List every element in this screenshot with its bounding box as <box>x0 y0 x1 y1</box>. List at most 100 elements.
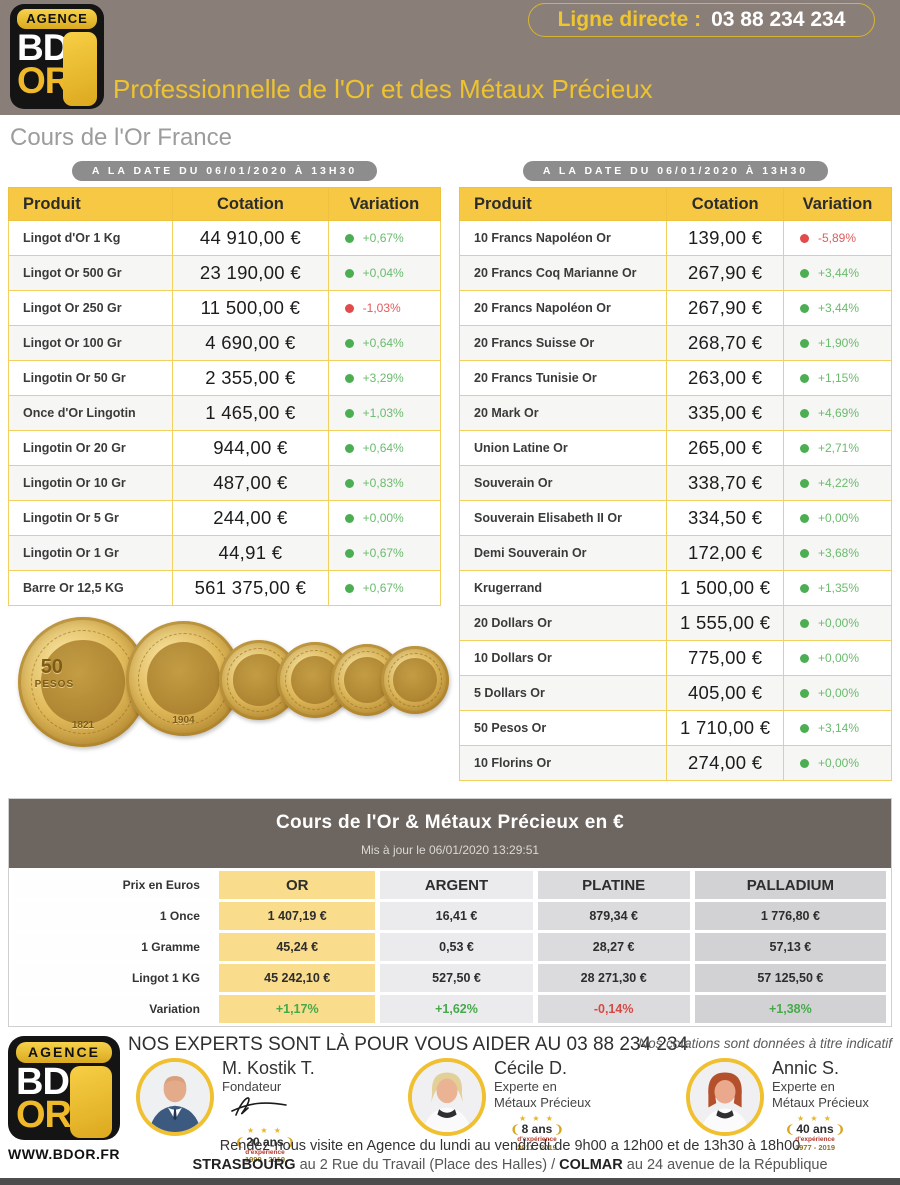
price-cell: 265,00 € <box>666 430 784 466</box>
price-cell: 267,90 € <box>666 290 784 326</box>
page-header: AGENCE BD OR Professionnelle de l'Or et … <box>0 0 900 115</box>
variation-cell: +0,00% <box>782 745 893 781</box>
badge-years: 8 ans <box>494 1123 580 1136</box>
logo-bd-text: BD <box>16 1061 70 1103</box>
expert-role: Experte en Métaux Précieux <box>772 1079 869 1111</box>
variation-value: +0,67% <box>362 546 404 560</box>
up-dot-icon <box>799 619 809 628</box>
up-dot-icon <box>344 234 354 243</box>
price-cell: 4 690,00 € <box>172 325 329 361</box>
price-cell: 263,00 € <box>666 360 784 396</box>
product-cell: 10 Francs Napoléon Or <box>458 220 668 256</box>
variation-cell: +3,29% <box>327 360 442 396</box>
metals-row: Variation +1,17% +1,62% -0,14% +1,38% <box>14 995 886 1023</box>
logo-agence-label: AGENCE <box>17 9 97 29</box>
product-cell: Demi Souverain Or <box>458 535 668 571</box>
founder-signature <box>231 1097 287 1117</box>
badge-year-range: 1977 - 2019 <box>794 1142 836 1152</box>
product-cell: Lingotin Or 5 Gr <box>7 500 174 536</box>
down-dot-icon <box>799 234 809 243</box>
variation-cell: +1,35% <box>782 570 893 606</box>
gold-bar-icon <box>63 32 97 106</box>
up-dot-icon <box>799 689 809 698</box>
variation-cell: +0,00% <box>782 640 893 676</box>
variation-value: +0,00% <box>817 616 860 630</box>
up-dot-icon <box>799 339 809 348</box>
badge-label: d'expérience <box>245 1149 285 1157</box>
metals-row: Lingot 1 KG 45 242,10 €527,50 €28 271,30 … <box>14 964 886 992</box>
metals-row-label: Lingot 1 KG <box>14 964 214 992</box>
product-cell: 5 Dollars Or <box>458 675 668 711</box>
coin-liberty: 1904 <box>126 621 241 736</box>
metal-price-cell: 1 407,19 € <box>218 902 376 930</box>
expert-photo <box>686 1058 764 1136</box>
page-title: Cours de l'Or France <box>10 124 232 151</box>
variation-value: +4,22% <box>817 476 860 490</box>
variation-value: +4,69% <box>817 406 860 420</box>
expert-photo <box>408 1058 486 1136</box>
logo-bd-text: BD <box>17 27 69 68</box>
up-dot-icon <box>344 409 354 418</box>
price-tables-section: A LA DATE DU 06/01/2020 À 13H30 Produit … <box>0 154 900 788</box>
variation-cell: -1,03% <box>327 290 442 326</box>
phone-direct-line[interactable]: Ligne directe : 03 88 234 234 <box>528 3 875 37</box>
table-row: 20 Dollars Or 1 555,00 € +0,00% <box>458 605 893 641</box>
product-cell: Lingot Or 500 Gr <box>7 255 174 291</box>
variation-cell: +3,44% <box>782 290 893 326</box>
variation-cell: +0,67% <box>327 570 442 606</box>
logo-agence-label: AGENCE <box>16 1042 112 1063</box>
product-cell: Barre Or 12,5 KG <box>7 570 174 606</box>
product-cell: Once d'Or Lingotin <box>7 395 174 431</box>
badge-stars-icon: ★ ★ ★ <box>247 1126 283 1136</box>
metal-price-cell: 45 242,10 € <box>218 964 376 992</box>
price-cell: 1 465,00 € <box>172 395 329 431</box>
metal-price-cell: 28,27 € <box>537 933 690 961</box>
variation-cell: +0,64% <box>327 430 442 466</box>
metals-row: 1 Once 1 407,19 €16,41 €879,34 €1 776,80 … <box>14 902 886 930</box>
price-cell: 1 555,00 € <box>666 605 784 641</box>
gold-bar-icon <box>70 1066 112 1138</box>
table-row: Souverain Elisabeth II Or 334,50 € +0,00% <box>458 500 893 536</box>
gold-coins-image: 50 PESOS 1821 1904 <box>8 610 449 788</box>
metals-header: Cours de l'Or & Métaux Précieux en € Mis… <box>9 799 891 868</box>
metal-variation-cell: +1,17% <box>218 995 376 1023</box>
product-cell: Lingotin Or 20 Gr <box>7 430 174 466</box>
variation-cell: +4,69% <box>782 395 893 431</box>
price-cell: 139,00 € <box>666 220 784 256</box>
badge-year-range: 2011 - 2019 <box>517 1142 557 1152</box>
badge-label: d'expérience <box>795 1136 835 1144</box>
variation-value: +1,35% <box>817 581 860 595</box>
variation-cell: +2,71% <box>782 430 893 466</box>
coin-year: 1904 <box>172 714 195 726</box>
table-row: 10 Francs Napoléon Or 139,00 € -5,89% <box>458 220 893 256</box>
metals-row-label: 1 Gramme <box>14 933 214 961</box>
lingots-column: A LA DATE DU 06/01/2020 À 13H30 Produit … <box>7 154 449 788</box>
price-cell: 11 500,00 € <box>172 290 329 326</box>
table-row: Lingotin Or 10 Gr 487,00 € +0,83% <box>7 465 442 501</box>
product-cell: 20 Dollars Or <box>458 605 668 641</box>
metals-row: 1 Gramme 45,24 €0,53 €28,27 €57,13 € <box>14 933 886 961</box>
variation-cell: +3,68% <box>782 535 893 571</box>
up-dot-icon <box>799 759 809 768</box>
coin-label: 50 <box>40 656 63 678</box>
price-cell: 44,91 € <box>172 535 329 571</box>
variation-cell: +1,90% <box>782 325 893 361</box>
variation-value: +3,44% <box>817 301 860 315</box>
metal-price-cell: 57 125,50 € <box>694 964 886 992</box>
metal-price-cell: 0,53 € <box>380 933 533 961</box>
badge-label: d'expérience <box>517 1136 557 1144</box>
table-row: Lingotin Or 50 Gr 2 355,00 € +3,29% <box>7 360 442 396</box>
up-dot-icon <box>799 724 809 733</box>
city-strasbourg: STRASBOURG <box>192 1157 296 1173</box>
website-link[interactable]: WWW.BDOR.FR <box>8 1146 121 1162</box>
up-dot-icon <box>344 269 354 278</box>
address-colmar: au 24 avenue de la République <box>622 1157 828 1173</box>
table-row: 20 Francs Tunisie Or 263,00 € +1,15% <box>458 360 893 396</box>
variation-cell: -5,89% <box>782 220 893 256</box>
quotes-disclaimer: Nos cotations sont données à titre indic… <box>638 1036 892 1051</box>
product-cell: 20 Mark Or <box>458 395 668 431</box>
date-badge-left: A LA DATE DU 06/01/2020 À 13H30 <box>71 161 378 181</box>
pieces-column: A LA DATE DU 06/01/2020 À 13H30 Produit … <box>458 154 893 781</box>
